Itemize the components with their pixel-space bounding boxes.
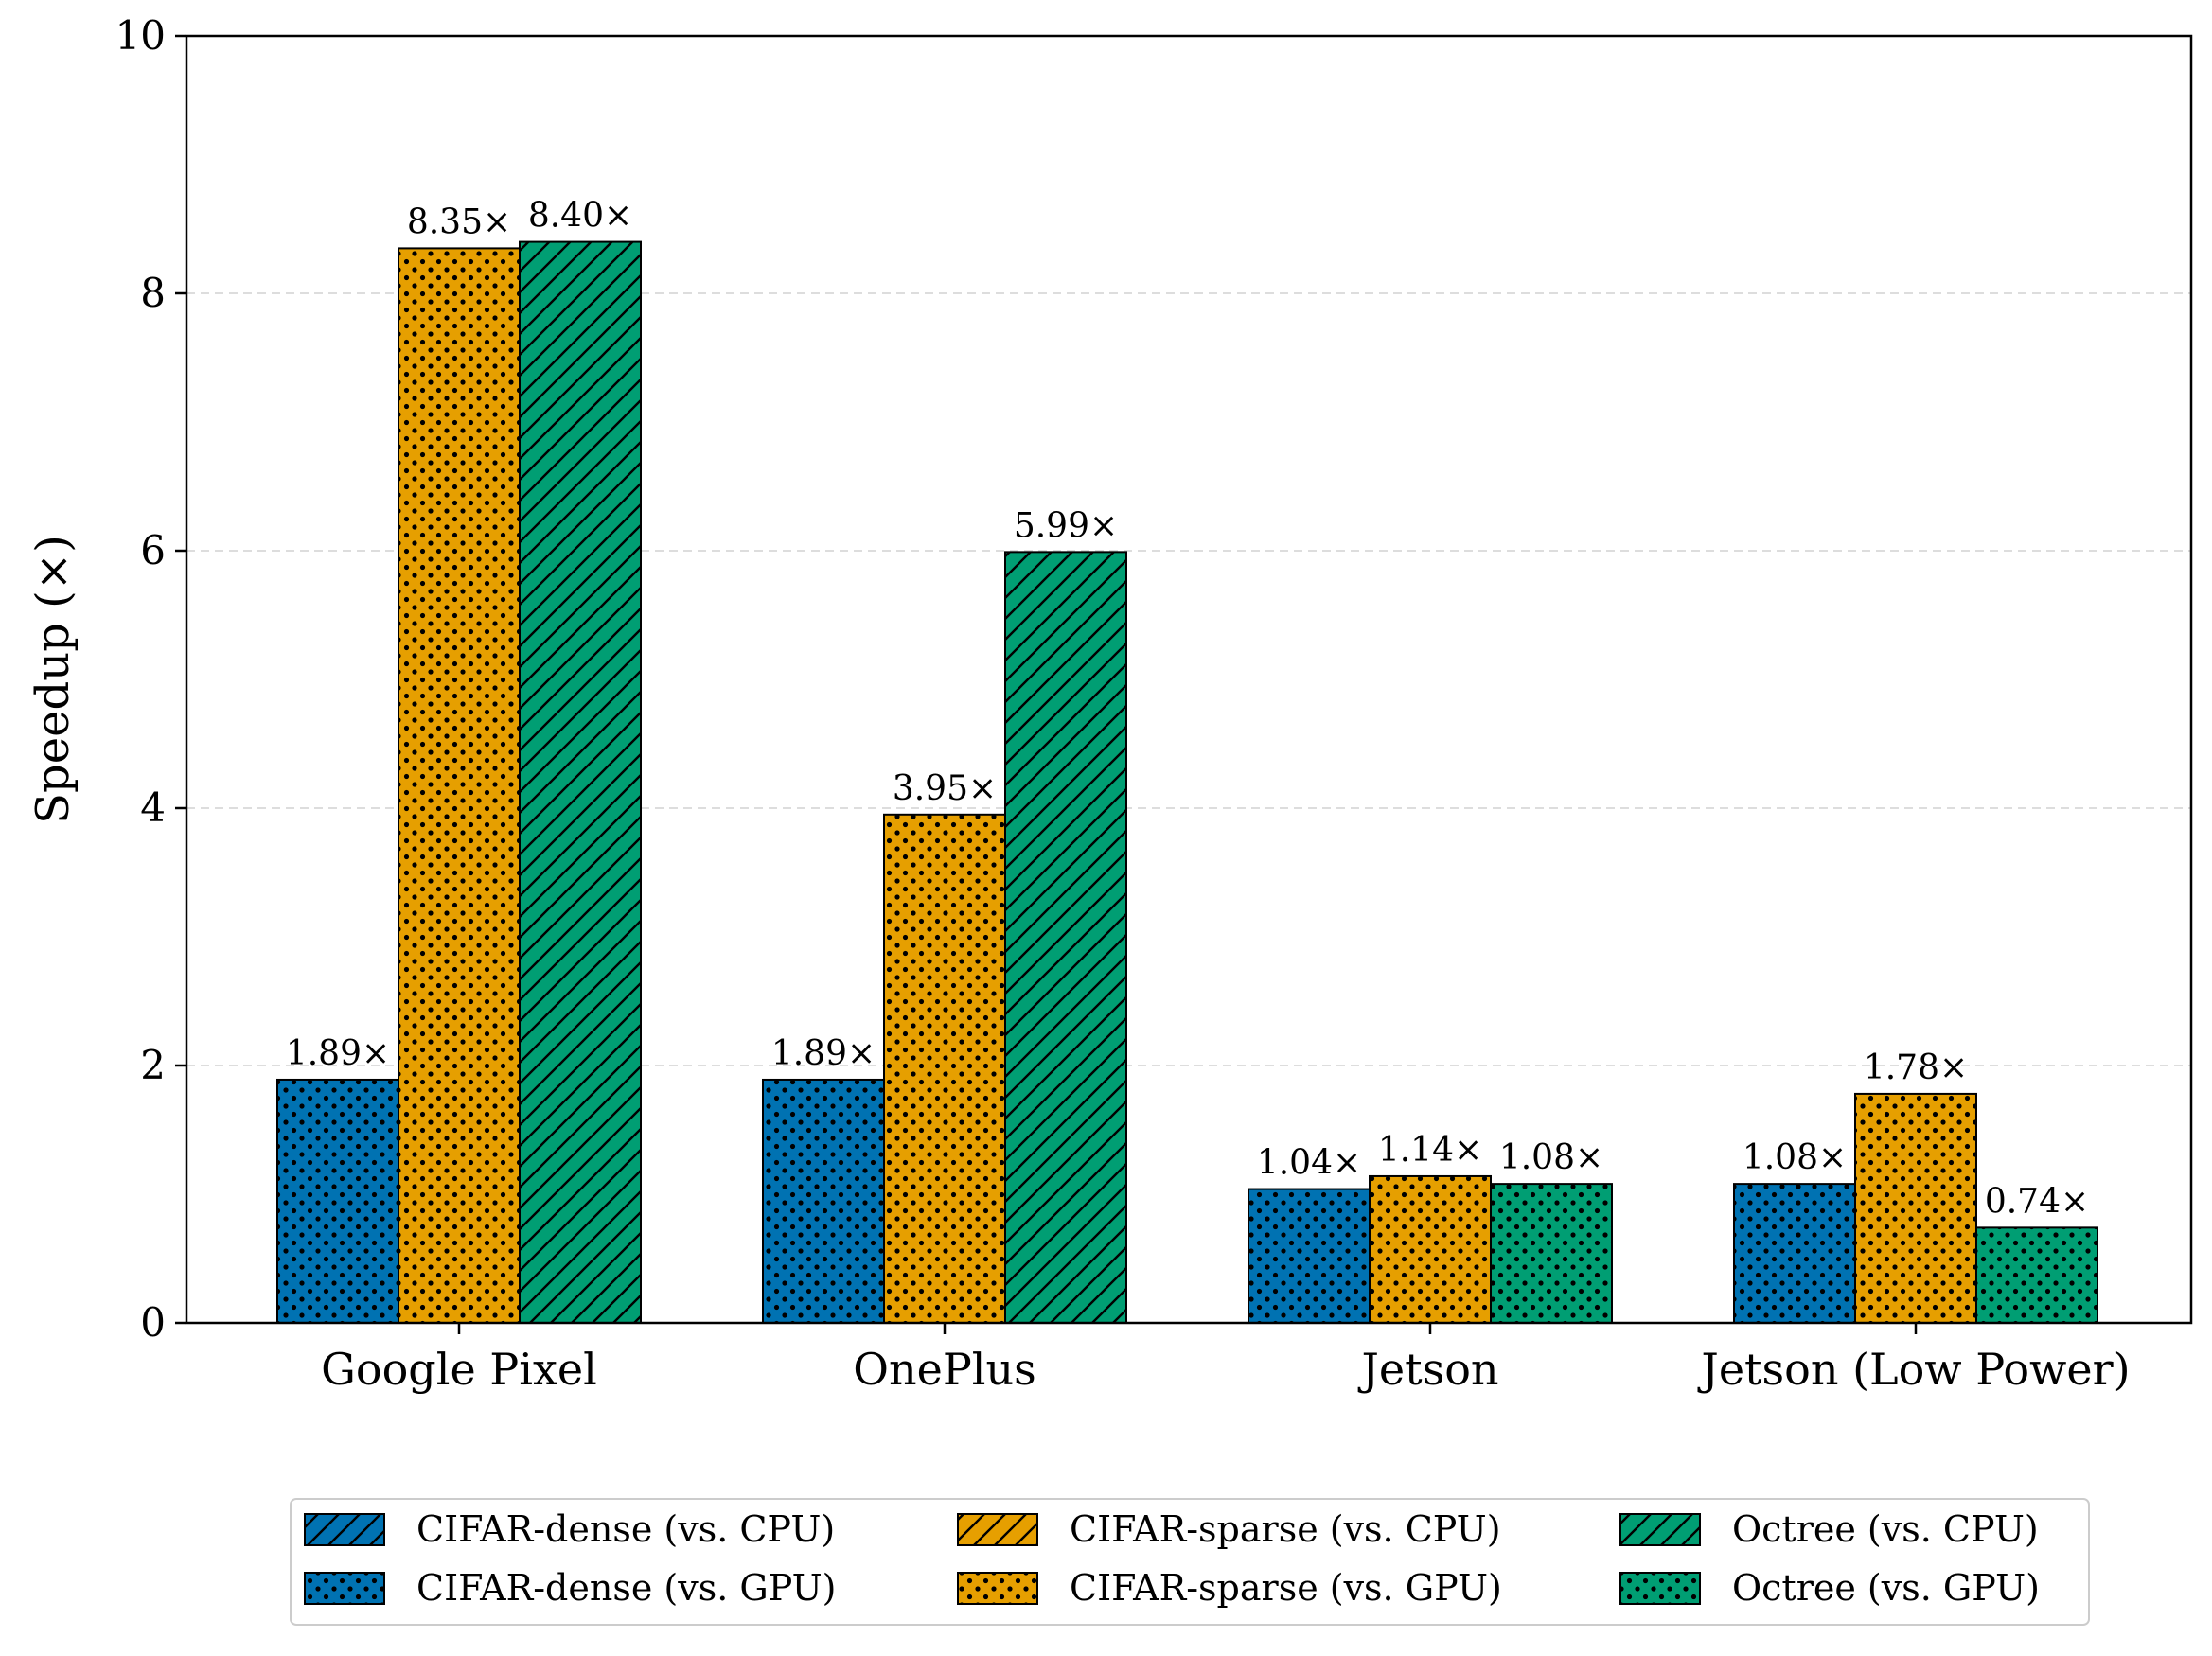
data-label: 1.08× (1499, 1138, 1603, 1177)
legend-swatch-pattern (1619, 1513, 1701, 1546)
y-tick-label: 6 (140, 527, 166, 573)
bar-pattern (1975, 1226, 2098, 1324)
data-label: 1.78× (1864, 1048, 1968, 1087)
y-tick-label: 10 (115, 12, 166, 59)
bar-pattern (519, 240, 642, 1325)
legend-label: CIFAR-sparse (vs. GPU) (1070, 1567, 1502, 1609)
bar-pattern (1248, 1188, 1371, 1325)
data-label: 1.89× (771, 1034, 876, 1073)
y-tick-label: 8 (140, 270, 166, 316)
legend-label: CIFAR-sparse (vs. CPU) (1070, 1508, 1501, 1550)
bar-pattern (1369, 1174, 1492, 1324)
data-label: 8.35× (407, 203, 511, 241)
bars (276, 240, 2098, 1325)
legend-swatch-pattern (304, 1572, 385, 1605)
bar-pattern (762, 1078, 885, 1324)
axes: 0 2 4 6 8 10 Google Pixel OnePlus Jetson Jetson (… (27, 12, 2193, 1395)
y-tick-label: 4 (140, 784, 166, 831)
data-label: 1.89× (286, 1034, 390, 1073)
bar-pattern (883, 813, 1006, 1324)
legend-swatch-pattern (1619, 1572, 1701, 1605)
legend: CIFAR-dense (vs. CPU) CIFAR-dense (vs. GP… (290, 1498, 2090, 1626)
legend-label: CIFAR-dense (vs. CPU) (416, 1508, 835, 1550)
legend-swatch-pattern (957, 1513, 1038, 1546)
data-labels: 1.89× 8.35× 8.40× 1.89× 3.95× 5.99× 1.04× 1.14×… (286, 197, 2089, 1222)
data-label: 8.40× (528, 197, 632, 236)
data-label: 3.95× (893, 769, 997, 808)
data-label: 0.74× (1985, 1182, 2089, 1221)
x-tick-label: Jetson (1357, 1344, 1498, 1395)
bar-pattern (398, 247, 521, 1324)
y-tick-label: 2 (140, 1042, 166, 1088)
y-axis-label: Speedup (×) (27, 535, 80, 824)
legend-swatch-pattern (957, 1572, 1038, 1605)
data-label: 1.04× (1257, 1144, 1361, 1183)
bar-pattern (1490, 1183, 1613, 1324)
data-label: 1.14× (1378, 1131, 1482, 1170)
legend-label: Octree (vs. GPU) (1732, 1567, 2040, 1609)
legend-swatch-pattern (304, 1513, 385, 1546)
x-tick-label: Google Pixel (321, 1344, 597, 1395)
x-tick-label: Jetson (Low Power) (1697, 1344, 2130, 1395)
bar-pattern (1004, 551, 1127, 1324)
x-tick-label: OnePlus (853, 1344, 1035, 1395)
legend-label: Octree (vs. CPU) (1732, 1508, 2039, 1550)
y-tick-label: 0 (140, 1299, 166, 1346)
legend-label: CIFAR-dense (vs. GPU) (416, 1567, 836, 1609)
data-label: 1.08× (1743, 1138, 1847, 1177)
bar-pattern (1733, 1183, 1856, 1324)
bar-pattern (1854, 1092, 1977, 1325)
plot-frame (185, 34, 2193, 1325)
data-label: 5.99× (1014, 506, 1118, 545)
bar-pattern (276, 1078, 399, 1324)
